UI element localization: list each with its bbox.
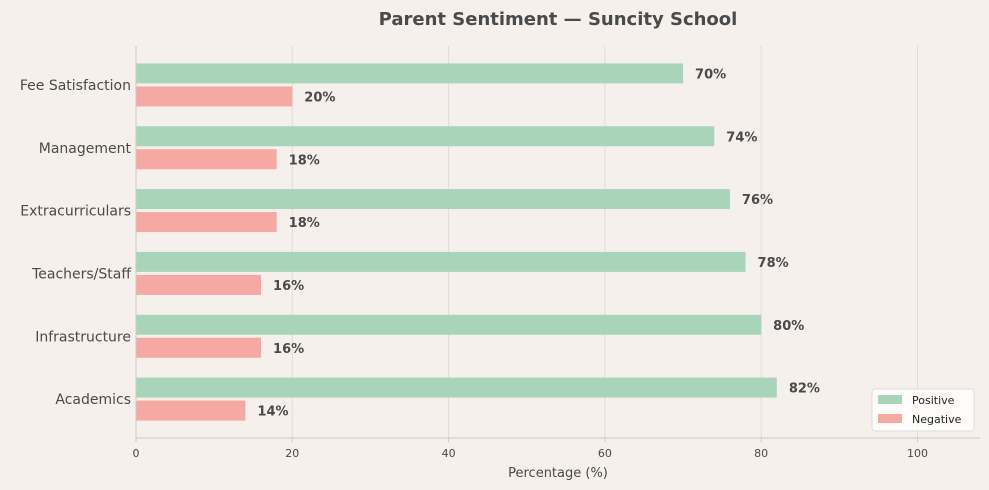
category-label-infrastructure: Infrastructure [35,329,131,345]
data-label-positive-management: 74% [726,130,757,145]
category-labels: Fee Satisfaction Management Extracurricula… [20,78,132,408]
bar-positive-extracurriculars [136,189,730,210]
data-label-negative-management: 18% [289,153,320,168]
x-tick-label-80: 80 [754,447,768,460]
data-label-negative-infrastructure: 16% [273,342,304,357]
data-label-negative-fee-satisfaction: 20% [304,90,335,105]
data-label-negative-teachers-staff: 16% [273,279,304,294]
bar-negative-academics [136,400,246,421]
legend: Positive Negative [871,388,975,432]
category-label-academics: Academics [55,392,131,408]
legend-swatch-positive [878,395,902,404]
bar-negative-management [136,149,277,170]
bar-negative-extracurriculars [136,212,277,233]
bar-positive-fee-satisfaction [136,63,684,84]
bar-positive-infrastructure [136,314,762,335]
data-label-positive-extracurriculars: 76% [742,193,773,208]
bar-positive-academics [136,377,777,398]
bar-negative-infrastructure [136,337,262,358]
legend-swatch-negative [878,414,902,423]
data-label-positive-academics: 82% [789,382,820,397]
x-tick-label-100: 100 [907,447,928,460]
data-label-positive-teachers-staff: 78% [758,256,789,271]
category-label-teachers-staff: Teachers/Staff [31,266,131,282]
data-label-negative-academics: 14% [257,405,288,420]
x-axis-label: Percentage (%) [508,466,608,481]
category-label-fee-satisfaction: Fee Satisfaction [20,78,131,94]
x-ticks: 0 20 40 60 80 100 [133,438,928,460]
legend-label-negative: Negative [912,413,962,426]
x-tick-label-0: 0 [133,447,140,460]
bar-negative-teachers-staff [136,274,262,295]
bar-positive-management [136,126,715,147]
category-label-management: Management [39,141,132,157]
category-label-extracurriculars: Extracurriculars [20,204,131,220]
data-label-positive-infrastructure: 80% [773,319,804,334]
x-tick-label-60: 60 [598,447,612,460]
x-tick-label-40: 40 [442,447,456,460]
data-label-negative-extracurriculars: 18% [289,216,320,231]
data-label-positive-fee-satisfaction: 70% [695,67,726,82]
bars [136,63,777,421]
data-labels: 70% 20% 74% 18% 76% 18% 78% 16% 80% 16% 82% 14% [257,67,820,419]
legend-label-positive: Positive [912,394,955,407]
bar-negative-fee-satisfaction [136,86,293,107]
x-tick-label-20: 20 [285,447,299,460]
bar-positive-teachers-staff [136,251,746,272]
chart-title: Parent Sentiment — Suncity School [379,9,738,30]
